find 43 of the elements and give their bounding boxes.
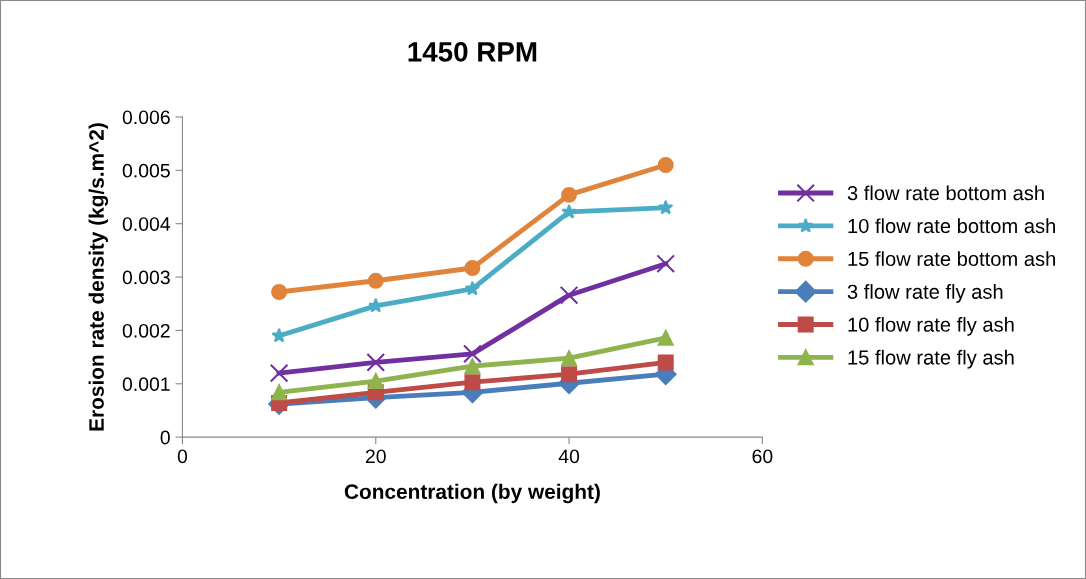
legend-label: 10 flow rate fly ash: [848, 316, 1014, 336]
point: [657, 354, 674, 371]
legend-label: 15 flow rate fly ash: [848, 349, 1014, 369]
y-tick-label: 0.006: [122, 110, 170, 125]
point: [464, 358, 481, 375]
y-tick-label: 0.005: [122, 163, 170, 178]
legend-label: 3 flow rate fly ash: [847, 284, 1003, 303]
point: [271, 384, 288, 401]
x-tick-label: 40: [558, 449, 580, 464]
point: [657, 157, 674, 173]
point: [368, 297, 384, 313]
point: [561, 366, 578, 383]
legend-label: 10 flow rate bottom ash: [848, 218, 1055, 234]
legend-label: 3 flow rate bottom ash: [847, 185, 1044, 201]
point: [656, 254, 676, 274]
point: [559, 285, 579, 305]
point: [561, 203, 577, 219]
y-axis-title: Erosion rate density (kg/s.m^2): [88, 123, 109, 431]
point: [271, 284, 288, 300]
y-tick-label: 0.002: [122, 323, 170, 338]
point: [366, 353, 386, 372]
point: [658, 199, 674, 215]
point: [463, 344, 482, 364]
point: [367, 272, 384, 289]
chart-title: 1450 RPM: [408, 42, 537, 62]
x-axis-title: Concentration (by weight): [344, 483, 600, 504]
point: [271, 327, 287, 343]
legend-label: 15 flow rate bottom ash: [848, 251, 1055, 267]
y-tick-label: 0.003: [122, 270, 170, 285]
point: [269, 363, 289, 383]
point: [464, 259, 481, 276]
y-tick-label: 0: [160, 430, 170, 445]
x-tick-label: 0: [177, 449, 188, 464]
point: [464, 280, 481, 296]
point: [561, 350, 578, 367]
x-tick-label: 20: [365, 449, 386, 464]
x-tick-label: 60: [752, 449, 773, 464]
y-tick-label: 0.001: [122, 377, 170, 392]
point: [561, 186, 578, 203]
point: [367, 373, 384, 390]
y-tick-label: 0.004: [122, 217, 171, 231]
point: [657, 329, 674, 346]
point: [464, 374, 481, 391]
